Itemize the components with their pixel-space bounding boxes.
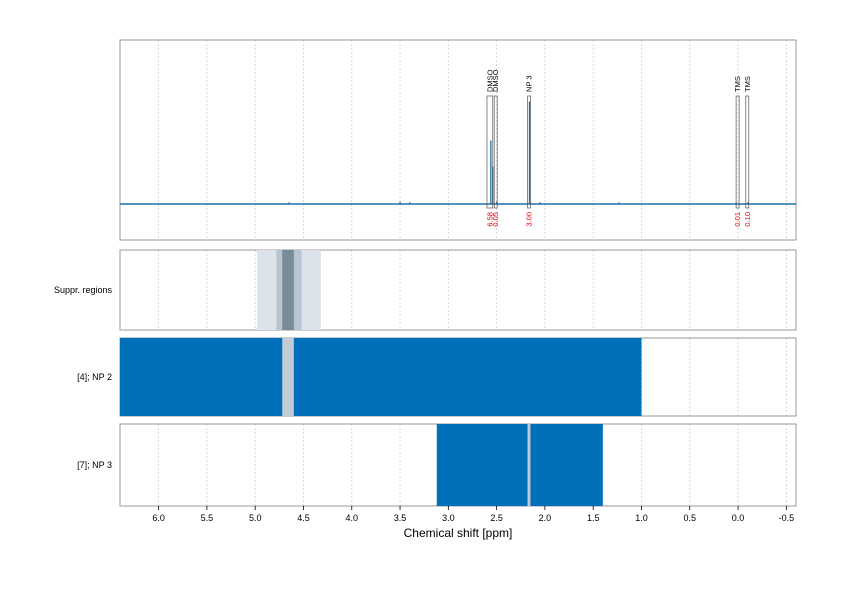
integration-label: DMSO: [491, 69, 500, 92]
panel-label: [7]; NP 3: [77, 460, 112, 470]
x-tick-label: 4.0: [346, 513, 359, 523]
integration-value: 3.00: [525, 212, 534, 227]
region-band: [436, 424, 603, 506]
x-tick-label: 1.5: [587, 513, 600, 523]
region-band: [527, 424, 531, 506]
panel-labels: Suppr. regions [4]; NP 2 [7]; NP 3: [54, 285, 113, 470]
integration-annotations: DMSO 6.58 DMSO 0.05 NP 3 3.00 TMS 0.01 TMS 0.10: [485, 69, 751, 226]
panel-label: [4]; NP 2: [77, 372, 112, 382]
integration-label: DMSO: [485, 69, 494, 92]
x-tick-label: 6.0: [152, 513, 165, 523]
x-tick-label: 0.0: [732, 513, 745, 523]
x-tick-label: 2.0: [539, 513, 552, 523]
integration-box: [745, 95, 750, 209]
integration-label: NP 3: [525, 75, 534, 92]
x-tick-label: -0.5: [779, 513, 795, 523]
x-tick-label: 5.0: [249, 513, 262, 523]
x-tick-label: 5.5: [201, 513, 214, 523]
x-tick-label: 2.5: [490, 513, 503, 523]
x-axis: 6.0 5.5 5.0 4.5 4.0 3.5 3.0 2.5 2.0 1.5 1.0 0.5 0.0 -…: [152, 506, 794, 523]
region-band: [282, 250, 294, 330]
integration-value: 0.01: [733, 212, 742, 227]
integration-box: [735, 95, 740, 209]
spectrum-panel-frame: [119, 39, 797, 241]
x-tick-label: 3.0: [442, 513, 455, 523]
panel-suppr-regions-frame: [119, 249, 797, 331]
x-tick-label: 3.5: [394, 513, 407, 523]
region-bands: [120, 250, 642, 506]
region-band: [120, 338, 642, 416]
integration-value: 0.10: [743, 212, 752, 227]
x-tick-label: 0.5: [684, 513, 697, 523]
integration-label: TMS: [733, 76, 742, 92]
integration-value: 0.05: [491, 212, 500, 227]
x-axis-label: Chemical shift [ppm]: [404, 526, 513, 540]
integration-value: 6.58: [485, 212, 494, 227]
region-band: [282, 338, 294, 416]
integration-label: TMS: [743, 76, 752, 92]
spectrum-layer: [120, 101, 796, 205]
panel-label: Suppr. regions: [54, 285, 113, 295]
integration-box: [486, 95, 494, 209]
integration-box: [493, 95, 498, 209]
x-tick-label: 4.5: [297, 513, 310, 523]
x-tick-label: 1.0: [635, 513, 648, 523]
integration-box: [527, 95, 531, 209]
